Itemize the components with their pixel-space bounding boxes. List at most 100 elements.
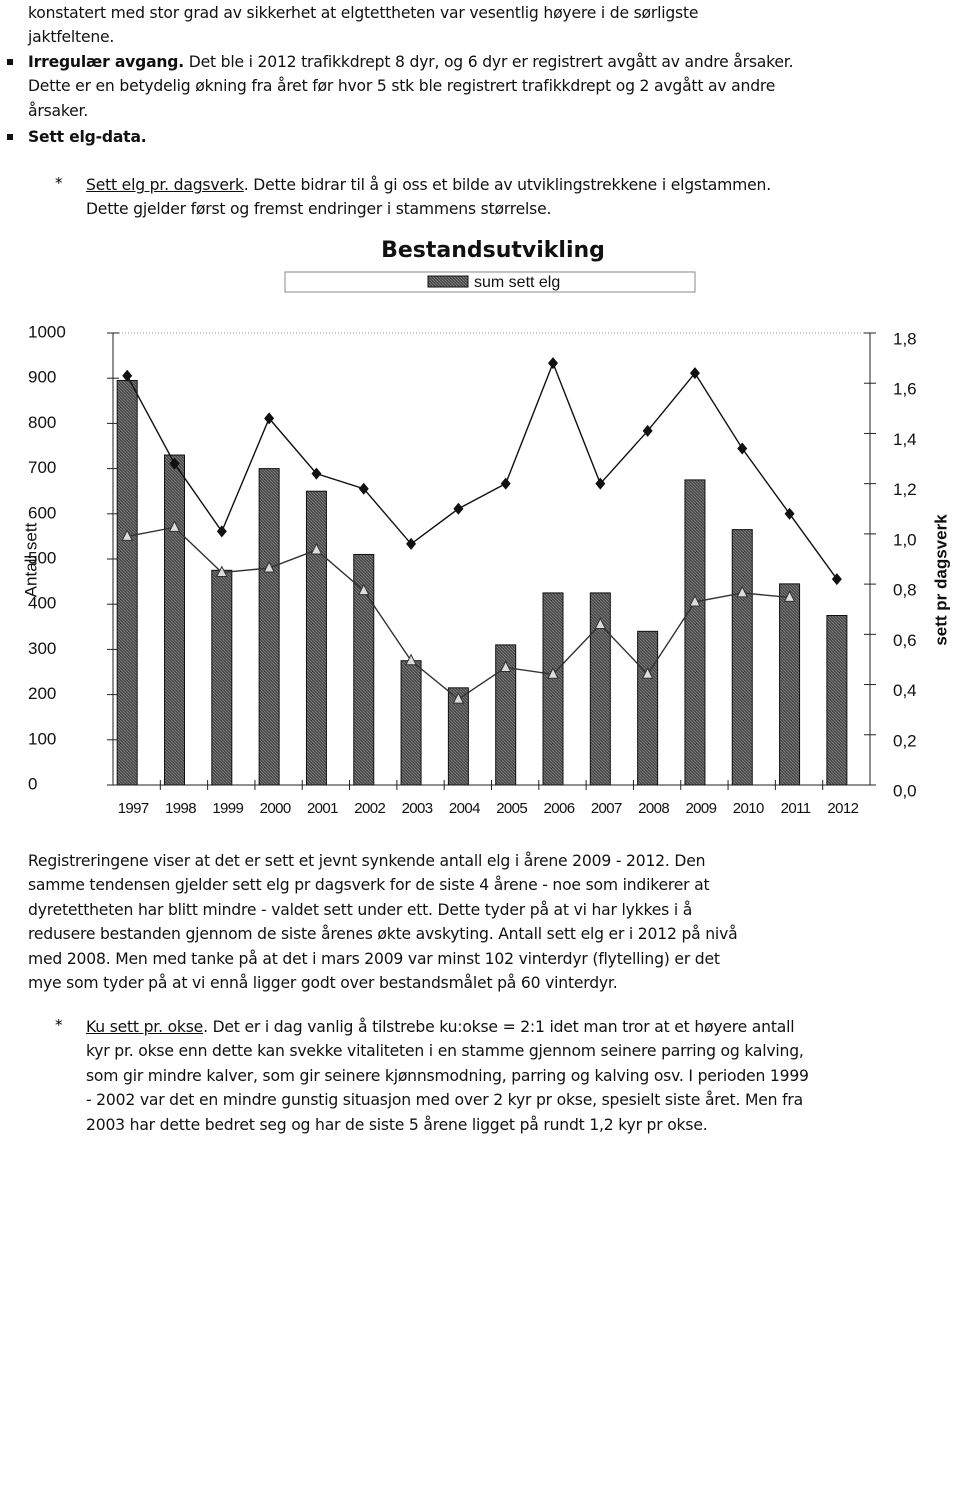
text-span: årsaker.: [28, 101, 89, 120]
diamond-marker: [216, 525, 227, 538]
text-line: Irregulær avgang. Det ble i 2012 trafikk…: [28, 52, 794, 72]
bar: [731, 529, 753, 786]
y2-axis-label: sett pr dagsverk: [931, 514, 950, 646]
text-span: - 2002 var det en mindre gunstig situasj…: [86, 1091, 803, 1110]
y2-tick-label: 1,8: [893, 329, 917, 348]
y-tick-label: 100: [28, 729, 56, 748]
diamond-marker: [689, 367, 700, 380]
text-line: 2003 har dette bedret seg og har de sist…: [86, 1115, 708, 1135]
y2-tick-label: 1,0: [893, 530, 917, 549]
text-line: - 2002 var det en mindre gunstig situasj…: [86, 1090, 803, 1110]
chart-title: Bestandsutvikling: [381, 238, 605, 263]
bar: [589, 592, 611, 786]
text-line: kyr pr. okse enn dette kan svekke vitali…: [86, 1041, 804, 1061]
y2-tick-label: 0,4: [893, 681, 917, 700]
diamond-marker: [358, 482, 369, 495]
y-tick-label: 1000: [28, 322, 66, 341]
text-line: som gir mindre kalver, som gir seinere k…: [86, 1066, 809, 1086]
text-span: jaktfeltene.: [28, 28, 115, 47]
list-marker: *: [55, 174, 63, 192]
text-span: samme tendensen gjelder sett elg pr dags…: [28, 876, 710, 895]
x-tick-label: 2002: [354, 800, 385, 817]
text-span: 2003 har dette bedret seg og har de sist…: [86, 1115, 708, 1134]
triangle-marker: [547, 667, 559, 679]
y2-tick-label: 0,6: [893, 631, 917, 650]
diamond-marker: [784, 507, 795, 520]
x-tick-label: 2011: [781, 800, 811, 817]
text-span: kyr pr. okse enn dette kan svekke vitali…: [86, 1042, 804, 1061]
diamond-marker: [122, 369, 133, 382]
text-line: mye som tyder på at vi ennå ligger godt …: [28, 973, 618, 993]
x-tick-label: 2001: [307, 800, 338, 817]
bar: [826, 615, 848, 786]
y2-tick-label: 0,8: [893, 581, 917, 600]
diamond-marker: [453, 502, 464, 515]
legend-swatch: [427, 275, 469, 288]
text-line: jaktfeltene.: [28, 27, 114, 47]
text-span: Sett elg-data.: [28, 128, 147, 146]
x-tick-label: 2005: [496, 800, 527, 817]
x-tick-label: 2006: [544, 800, 575, 817]
diamond-marker: [737, 442, 748, 455]
y-tick-label: 500: [28, 548, 56, 567]
diamond-marker: [264, 412, 275, 425]
triangle-marker: [216, 565, 228, 578]
chart: Bestandsutvikling Antall sett sett pr da…: [21, 238, 950, 817]
diamond-marker: [169, 457, 180, 470]
y-tick-label: 900: [28, 368, 56, 387]
x-tick-label: 1997: [118, 800, 149, 817]
bar: [400, 660, 422, 786]
x-tick-label: 2012: [827, 800, 858, 817]
line: [126, 361, 838, 580]
text-span: Dette er en betydelig økning fra året fø…: [28, 77, 776, 96]
y-tick-label: 400: [28, 594, 56, 613]
text-line: Sett elg pr. dagsverk. Dette bidrar til …: [86, 175, 771, 195]
bullet: [7, 59, 13, 65]
diamond-marker: [548, 357, 559, 370]
triangle-marker: [452, 692, 465, 704]
bar: [211, 569, 233, 786]
triangle-marker: [168, 520, 181, 532]
diamond-marker: [831, 573, 842, 586]
diamond-marker: [595, 477, 606, 490]
triangle-marker: [689, 594, 701, 607]
triangle-marker: [310, 542, 323, 555]
text-span: Det ble i 2012 trafikkdrept 8 dyr, og 6 …: [184, 53, 794, 71]
text-line: årsaker.: [28, 101, 88, 121]
y-tick-label: 600: [28, 503, 56, 522]
text-line: samme tendensen gjelder sett elg pr dags…: [28, 875, 710, 895]
y2-tick-label: 1,4: [893, 430, 917, 449]
y2-tick-label: 1,2: [893, 480, 917, 499]
text-span: som gir mindre kalver, som gir seinere k…: [86, 1066, 809, 1085]
y-tick-label: 800: [28, 413, 56, 432]
y-axis-label: Antall sett: [21, 522, 40, 597]
triangle-marker: [499, 660, 512, 672]
diamond-marker: [642, 424, 653, 437]
text-line: Dette er en betydelig økning fra året fø…: [28, 76, 775, 96]
x-tick-label: 2003: [402, 800, 433, 817]
text-span: med 2008. Men med tanke på at det i mars…: [28, 949, 720, 968]
text-line: Sett elg-data.: [28, 127, 147, 147]
bar: [164, 454, 186, 786]
text-line: konstatert med stor grad av sikkerhet at…: [28, 3, 698, 23]
legend-label: sum sett elg: [474, 274, 560, 291]
x-tick-label: 2000: [260, 800, 291, 817]
triangle-marker: [594, 617, 607, 630]
text-span: mye som tyder på at vi ennå ligger godt …: [28, 974, 618, 992]
text-line: redusere bestanden gjennom de siste åren…: [28, 924, 738, 944]
bar: [684, 479, 706, 786]
text-span: redusere bestanden gjennom de siste åren…: [28, 925, 738, 944]
x-tick-label: 1998: [165, 800, 196, 817]
y2-tick-label: 1,6: [893, 380, 917, 399]
text-span: . Det er i dag vanlig å tilstrebe ku:oks…: [203, 1018, 795, 1036]
text-line: dyretettheten har blitt mindre - valdet …: [28, 900, 692, 920]
text-line: Dette gjelder først og fremst endringer …: [86, 199, 551, 219]
x-tick-label: 2004: [449, 800, 480, 817]
y-tick-label: 200: [28, 684, 56, 703]
y-tick-label: 300: [28, 639, 56, 658]
bar: [258, 468, 280, 786]
text-line: Registreringene viser at det er sett et …: [28, 851, 705, 871]
bar: [779, 583, 801, 786]
diamond-marker: [500, 477, 511, 490]
